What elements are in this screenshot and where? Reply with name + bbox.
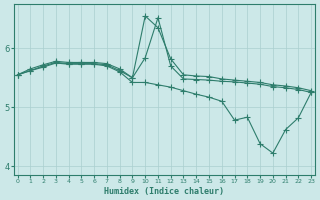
X-axis label: Humidex (Indice chaleur): Humidex (Indice chaleur) — [104, 187, 224, 196]
